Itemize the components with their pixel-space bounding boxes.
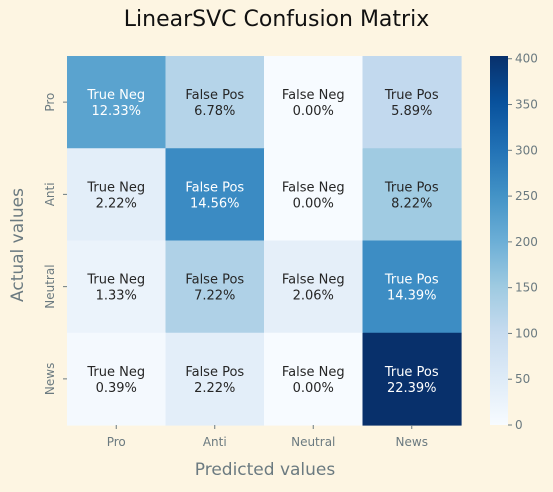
colorbar: 0 50 100 150 200 250 300 350 400 (490, 52, 538, 432)
cell-label: False Neg (282, 88, 345, 103)
heatmap-cell (165, 148, 265, 242)
colorbar-tick-label: 50 (515, 372, 530, 386)
heatmap-cell (264, 240, 364, 334)
cell-label: True Neg (86, 180, 145, 195)
heatmap-cell (67, 56, 167, 149)
y-tick-label: Anti (43, 182, 57, 206)
heatmap-cell (362, 148, 462, 242)
cell-percent: 2.22% (194, 381, 235, 396)
chart-title: LinearSVC Confusion Matrix (123, 7, 430, 32)
cell-label: True Pos (384, 180, 439, 195)
cell-percent: 0.39% (96, 381, 137, 396)
heatmap-cell (165, 240, 265, 334)
cell-percent: 7.22% (194, 289, 235, 304)
colorbar-tick-label: 250 (515, 189, 538, 203)
heatmap-cell (362, 56, 462, 149)
x-tick-label: Pro (107, 435, 126, 449)
heatmap-cell (362, 240, 462, 334)
cell-label: False Pos (185, 88, 244, 103)
cell-label: True Pos (384, 88, 439, 103)
colorbar-tick-label: 100 (515, 326, 538, 340)
cell-label: False Neg (282, 273, 345, 288)
cell-label: True Neg (86, 88, 145, 103)
colorbar-tick-label: 350 (515, 98, 538, 112)
cell-label: False Pos (185, 273, 244, 288)
y-tick-label: Neutral (43, 264, 57, 308)
y-tick-label: News (43, 363, 57, 395)
cell-percent: 0.00% (293, 196, 334, 211)
cell-percent: 14.39% (387, 289, 437, 304)
cell-label: False Pos (185, 365, 244, 380)
cell-percent: 8.22% (391, 196, 432, 211)
cell-percent: 12.33% (91, 104, 141, 119)
x-tick-label: Neutral (291, 435, 335, 449)
cell-label: True Neg (86, 273, 145, 288)
heatmap-cell (362, 332, 462, 426)
cell-percent: 14.56% (190, 196, 240, 211)
cell-label: True Pos (384, 365, 439, 380)
cell-percent: 5.89% (391, 104, 432, 119)
cell-label: False Neg (282, 365, 345, 380)
heatmap-cell (67, 332, 167, 426)
x-tick-labels: Pro Anti Neutral News (107, 425, 428, 449)
colorbar-tick-label: 200 (515, 235, 538, 249)
cell-label: False Neg (282, 180, 345, 195)
heatmap-cell (165, 332, 265, 426)
y-tick-label: Pro (43, 93, 57, 112)
colorbar-tick-label: 0 (515, 418, 523, 432)
heatmap-cell (264, 332, 364, 426)
heatmap-cell (67, 240, 167, 334)
heatmap-cell (264, 148, 364, 242)
cell-label: False Pos (185, 180, 244, 195)
y-tick-labels: Pro Anti Neutral News (43, 93, 67, 395)
colorbar-tick-label: 400 (515, 52, 538, 66)
cell-percent: 22.39% (387, 381, 437, 396)
cell-percent: 2.22% (96, 196, 137, 211)
heatmap-cell (165, 56, 265, 149)
heatmap-cell (264, 56, 364, 149)
cell-percent: 0.00% (293, 104, 334, 119)
colorbar-tick-label: 300 (515, 143, 538, 157)
cell-label: True Pos (384, 273, 439, 288)
cell-label: True Neg (86, 365, 145, 380)
x-tick-label: Anti (203, 435, 227, 449)
cell-percent: 0.00% (293, 381, 334, 396)
heatmap-cell (67, 148, 167, 242)
cell-percent: 1.33% (96, 289, 137, 304)
colorbar-tick-label: 150 (515, 281, 538, 295)
x-tick-label: News (396, 435, 428, 449)
cell-percent: 2.06% (293, 289, 334, 304)
colorbar-gradient (490, 56, 508, 425)
x-axis-label: Predicted values (194, 460, 336, 480)
cell-percent: 6.78% (194, 104, 235, 119)
